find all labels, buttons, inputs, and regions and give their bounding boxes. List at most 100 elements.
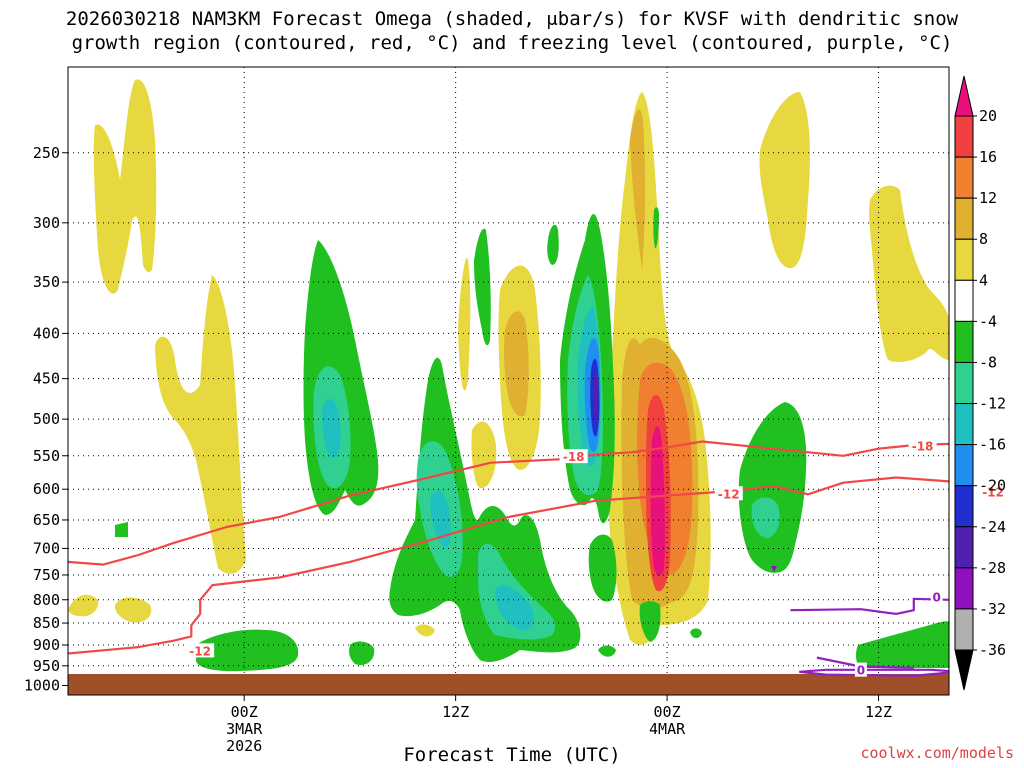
omega-region-green [598,645,616,657]
contour-label: -18 [912,440,934,454]
omega-region-yellow [68,594,99,617]
colorbar-label: -20 [979,477,1006,495]
omega-region-yellow [471,421,497,489]
omega-region-green [474,228,491,346]
y-tick-label: 650 [33,511,60,529]
y-tick-label: 1000 [24,677,60,695]
chart-title-line2: growth region (contoured, red, °C) and f… [71,32,953,54]
colorbar-label: 8 [979,230,988,248]
y-tick-label: 950 [33,657,60,675]
y-tick-label: 350 [33,273,60,291]
contour-line [68,476,949,655]
omega-region-green [690,628,702,639]
omega-region-cyan [430,490,451,548]
colorbar-label: 16 [979,148,997,166]
x-axis: 00Z3MAR202612Z00Z4MAR12Z00Z5MAR [226,695,892,755]
omega-region-green [196,629,299,672]
y-tick-label: 400 [33,324,60,342]
colorbar-top-arrow [954,75,974,117]
colorbar-segment [954,115,974,158]
colorbar-label: -12 [979,395,1006,413]
omega-region-yellow [759,92,810,269]
omega-region-green [855,621,949,668]
omega-region-orange [630,109,646,270]
contour-lines [68,440,949,677]
contour-label: -12 [189,644,211,658]
contour-line [68,440,949,566]
omega-region-purple [771,566,777,572]
omega-region-yellow [415,624,435,637]
contour-label-bg [979,484,1008,499]
colorbar-label: 20 [979,107,997,125]
omega-region-yellow [114,597,152,623]
x-tick-label: 12Z [865,703,892,721]
omega-shading [68,79,949,672]
contour-label-bg [930,589,943,604]
x-tick-label: 4MAR [649,720,686,738]
colorbar-segment [954,485,974,528]
omega-region-green [653,207,659,249]
y-tick-label: 550 [33,447,60,465]
source-credit[interactable]: coolwx.com/models [860,744,1014,762]
y-tick-label: 800 [33,591,60,609]
y-tick-label: 700 [33,539,60,557]
x-tick-label: 2026 [226,737,262,755]
omega-region-magenta [650,426,666,576]
y-tick-label: 500 [33,410,60,428]
colorbar-segment [954,444,974,487]
omega-region-orange [503,311,529,417]
colorbar-segment [954,526,974,569]
colorbar-label: -16 [979,436,1006,454]
x-tick-label: 00Z [231,703,258,721]
omega-region-green [389,357,581,662]
colorbar-bottom-arrow [954,649,974,691]
omega-region-cyan [322,398,341,459]
contour-label: 0 [857,664,865,678]
colorbar-segment [954,156,974,199]
contour-line [799,668,949,677]
y-tick-label: 750 [33,566,60,584]
contour-label-bg [854,662,867,677]
y-axis: 250 300 350 400 450 500 550 600 650 700 750 800 850 9… [24,144,68,695]
omega-region-green [349,641,375,666]
contour-label: -12 [718,487,740,501]
colorbar-segment [954,608,974,651]
x-tick-label: 3MAR [226,720,263,738]
contour-label-bg [186,643,215,658]
y-tick-label: 450 [33,370,60,388]
plot-frame [67,66,950,696]
colorbar-label: 12 [979,189,997,207]
colorbar-label: -24 [979,518,1006,536]
contour-label-bg [908,438,937,453]
colorbar-segment [954,361,974,405]
colorbar-segment [954,279,974,322]
y-tick-label: 300 [33,214,60,232]
chart-title-line1: 2026030218 NAM3KM Forecast Omega (shaded… [65,8,959,30]
colorbar-label: -28 [979,559,1006,577]
colorbar-segment [954,238,974,281]
omega-region-purple [593,372,599,425]
colorbar-label: 4 [979,271,988,289]
y-tick-label: 250 [33,144,60,162]
omega-region-yellow [155,275,246,574]
contour-label-bg [714,486,743,501]
contour-labels: -12 -18 -12 -18 -12 0 0 [186,438,1008,678]
colorbar-label: -8 [979,353,997,371]
contour-label: -12 [982,485,1004,499]
colorbar-label: -36 [979,641,1006,659]
omega-region-green [588,534,617,602]
terrain-ground [68,674,949,695]
colorbar-segment [954,403,974,446]
x-tick-label: 12Z [442,703,469,721]
omega-region-green [115,522,128,537]
y-tick-label: 600 [33,480,60,498]
colorbar-segment [954,567,974,610]
omega-region-green [639,601,661,642]
omega-region-green [738,402,807,573]
y-tick-label: 900 [33,636,60,654]
x-tick-label: 00Z [654,703,681,721]
omega-region-green [547,224,559,265]
y-tick-label: 850 [33,614,60,632]
omega-region-yellow [458,258,471,391]
